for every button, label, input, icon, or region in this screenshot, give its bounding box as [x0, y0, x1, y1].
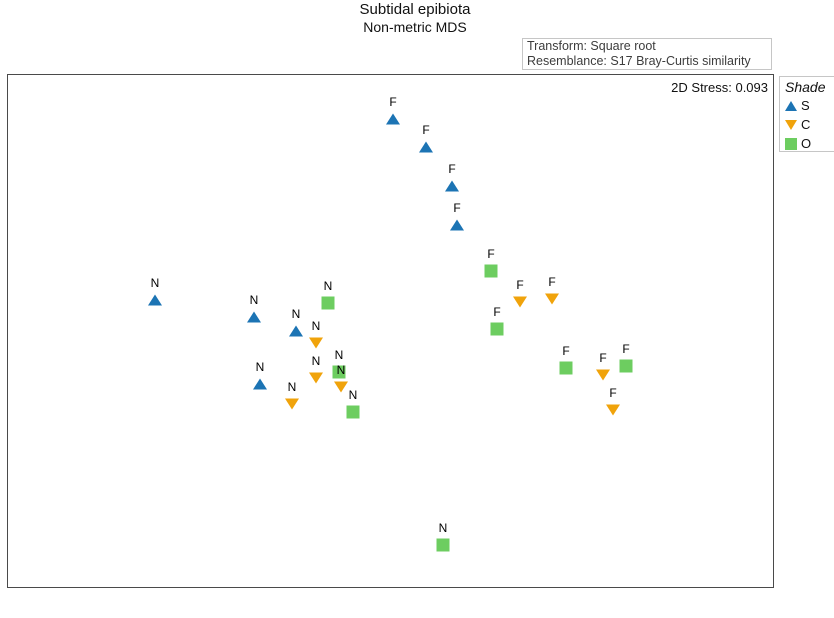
plot-frame: 2D Stress: 0.093 — [7, 74, 774, 588]
title-block: Subtidal epibiota Non-metric MDS — [0, 0, 830, 36]
legend-key-label: S — [801, 98, 810, 113]
legend-marker-square-icon — [785, 137, 797, 150]
legend-key-label: C — [801, 117, 811, 132]
legend-item-C: C — [785, 115, 834, 134]
legend-title: Shade — [785, 79, 826, 95]
legend-marker-triangle-up-icon — [785, 100, 797, 111]
legend-key-label: O — [801, 136, 812, 151]
transform-resemblance-box: Transform: Square root Resemblance: S17 … — [522, 38, 772, 70]
resemblance-label: Resemblance: S17 Bray-Curtis similarity — [527, 54, 751, 68]
stress-label: 2D Stress: 0.093 — [671, 80, 768, 95]
chart-title: Subtidal epibiota — [359, 1, 471, 18]
chart-subtitle: Non-metric MDS — [363, 19, 467, 35]
transform-label: Transform: Square root — [527, 39, 656, 53]
legend-marker-triangle-down-icon — [785, 119, 797, 130]
legend-item-S: S — [785, 96, 834, 115]
legend-item-O: O — [785, 134, 834, 153]
